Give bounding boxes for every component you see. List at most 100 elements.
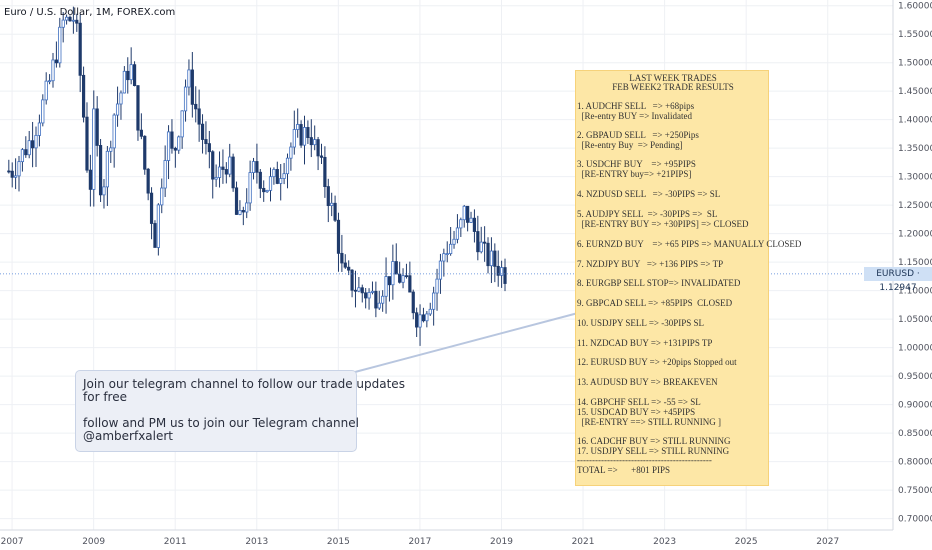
candle-body[interactable] <box>421 314 426 322</box>
candle-body[interactable] <box>241 210 245 213</box>
candle-series[interactable] <box>7 6 507 346</box>
candle-body[interactable] <box>156 204 160 248</box>
candle-body[interactable] <box>37 122 42 136</box>
candle-body[interactable] <box>180 110 184 138</box>
candle-body[interactable] <box>200 123 205 140</box>
candle-body[interactable] <box>71 19 75 22</box>
candle-body[interactable] <box>268 176 273 191</box>
candle-body[interactable] <box>330 202 334 206</box>
candle-body[interactable] <box>476 231 480 253</box>
candle-body[interactable] <box>469 217 473 223</box>
candle-body[interactable] <box>41 99 45 124</box>
trade-results-note[interactable]: LAST WEEK TRADES FEB WEEK2 TRADE RESULTS… <box>575 70 801 486</box>
candle-body[interactable] <box>319 155 324 158</box>
candle-body[interactable] <box>170 131 174 149</box>
candle-body[interactable] <box>68 16 72 22</box>
candle-body[interactable] <box>245 202 249 213</box>
candle-body[interactable] <box>425 313 429 322</box>
candle-body[interactable] <box>153 223 157 248</box>
candle-body[interactable] <box>428 308 432 315</box>
candle-body[interactable] <box>401 275 405 283</box>
candle-body[interactable] <box>64 16 69 21</box>
candle-body[interactable] <box>455 227 460 240</box>
candle-body[interactable] <box>102 186 106 196</box>
candle-body[interactable] <box>313 139 317 146</box>
candle-body[interactable] <box>61 19 65 28</box>
candle-body[interactable] <box>466 205 470 223</box>
candle-body[interactable] <box>374 290 378 309</box>
candle-body[interactable] <box>486 242 490 267</box>
candle-body[interactable] <box>489 250 494 267</box>
candle-body[interactable] <box>20 149 25 163</box>
candle-body[interactable] <box>98 145 103 196</box>
candle-body[interactable] <box>217 166 222 178</box>
candle-body[interactable] <box>75 19 79 24</box>
candle-body[interactable] <box>452 238 456 245</box>
candle-body[interactable] <box>88 169 92 190</box>
candle-body[interactable] <box>255 161 259 173</box>
candle-body[interactable] <box>503 267 507 284</box>
candle-body[interactable] <box>51 59 55 82</box>
candle-body[interactable] <box>17 161 21 177</box>
candle-body[interactable] <box>479 241 483 253</box>
candle-body[interactable] <box>279 178 283 184</box>
candle-body[interactable] <box>105 150 109 188</box>
candle-body[interactable] <box>132 64 137 87</box>
candle-body[interactable] <box>109 147 113 152</box>
candle-body[interactable] <box>149 192 154 224</box>
candle-body[interactable] <box>377 302 381 309</box>
candle-body[interactable] <box>394 261 398 275</box>
candle-body[interactable] <box>350 269 354 291</box>
candle-body[interactable] <box>122 70 126 94</box>
candle-body[interactable] <box>370 290 375 293</box>
candle-body[interactable] <box>34 134 38 149</box>
candle-body[interactable] <box>31 140 35 149</box>
candle-body[interactable] <box>95 108 99 146</box>
candle-body[interactable] <box>496 265 500 276</box>
candle-body[interactable] <box>146 168 150 194</box>
candle-body[interactable] <box>10 170 14 178</box>
candle-body[interactable] <box>92 108 96 190</box>
candle-body[interactable] <box>7 170 11 173</box>
candle-body[interactable] <box>432 292 436 310</box>
candle-body[interactable] <box>44 80 48 101</box>
candle-body[interactable] <box>381 295 385 304</box>
candle-body[interactable] <box>360 287 364 294</box>
candle-body[interactable] <box>160 187 164 206</box>
candle-body[interactable] <box>343 262 347 268</box>
candle-body[interactable] <box>285 157 290 175</box>
candle-body[interactable] <box>408 275 412 293</box>
candle-body[interactable] <box>483 241 487 244</box>
candle-body[interactable] <box>177 136 181 151</box>
candle-body[interactable] <box>143 135 147 170</box>
candle-body[interactable] <box>183 86 188 112</box>
candle-body[interactable] <box>357 287 361 292</box>
price-axis[interactable]: 0.70000 0.75000 0.80000 0.85000 0.90000 0.950… <box>898 2 932 525</box>
candle-body[interactable] <box>258 171 262 189</box>
candle-body[interactable] <box>221 166 225 170</box>
candle-body[interactable] <box>398 273 402 283</box>
candle-body[interactable] <box>136 85 140 131</box>
candle-body[interactable] <box>234 187 239 215</box>
candle-body[interactable] <box>47 80 52 83</box>
candle-body[interactable] <box>472 217 477 232</box>
candle-body[interactable] <box>404 275 409 278</box>
candle-body[interactable] <box>58 26 62 64</box>
candle-body[interactable] <box>262 187 266 193</box>
candle-body[interactable] <box>272 169 276 178</box>
candle-body[interactable] <box>24 149 28 156</box>
candle-body[interactable] <box>197 108 201 125</box>
candle-body[interactable] <box>81 74 86 118</box>
candle-body[interactable] <box>309 137 313 146</box>
telegram-callout[interactable]: Join our telegram channel to follow our … <box>75 370 405 452</box>
candle-body[interactable] <box>265 189 269 193</box>
candle-body[interactable] <box>115 103 120 116</box>
time-axis[interactable]: 2007 2009 2011 2013 2015 2017 2019 2021 2023 2025… <box>1 537 840 547</box>
candle-body[interactable] <box>27 140 31 156</box>
candle-body[interactable] <box>139 129 143 137</box>
candle-body[interactable] <box>384 276 388 297</box>
candle-body[interactable] <box>299 124 303 146</box>
candle-body[interactable] <box>248 172 252 204</box>
candle-body[interactable] <box>292 129 296 148</box>
